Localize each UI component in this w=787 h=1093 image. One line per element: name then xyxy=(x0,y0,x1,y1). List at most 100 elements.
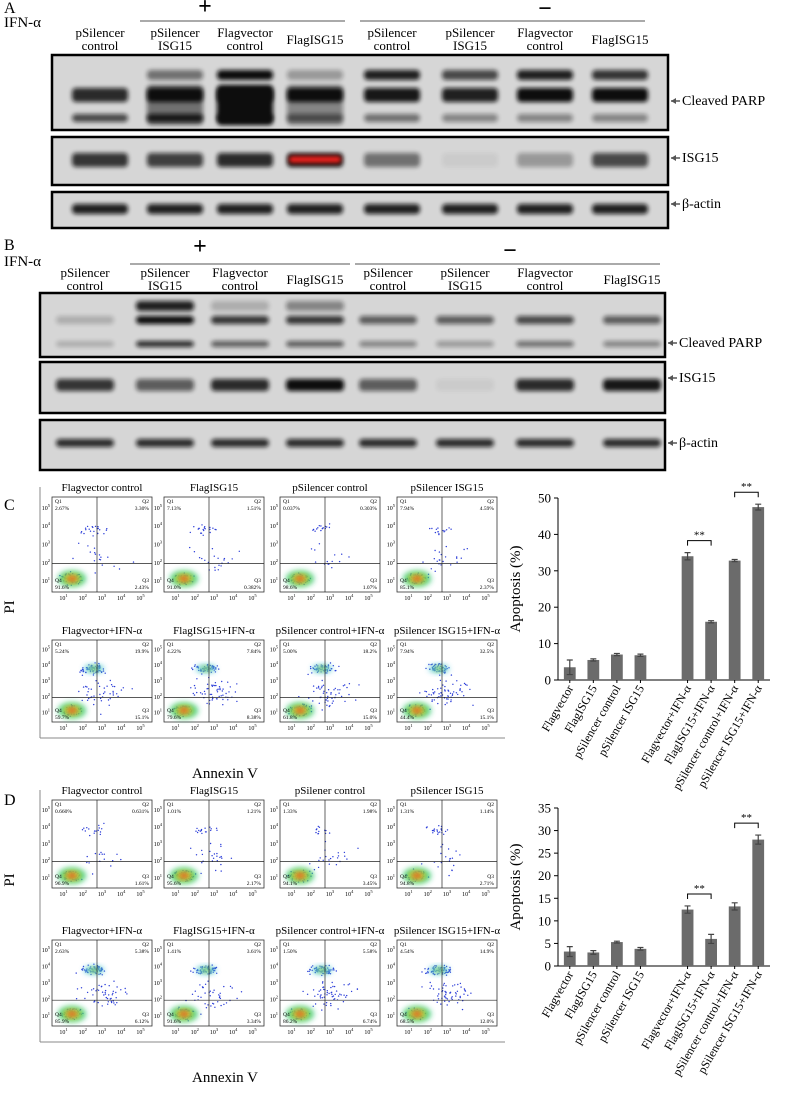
tick-exponent: 4 xyxy=(123,723,126,728)
lane-label-line: FlagISG15 xyxy=(591,32,648,47)
cell-dot xyxy=(105,993,106,994)
blot-band xyxy=(136,341,194,347)
y-tick-label: 40 xyxy=(538,527,551,542)
tick-exponent: 3 xyxy=(393,839,396,844)
cell-dot xyxy=(323,1003,324,1004)
cell-dot xyxy=(99,559,100,560)
cell-dot xyxy=(222,688,223,689)
cell-dot xyxy=(431,694,432,695)
cell-dot xyxy=(218,569,219,570)
blot-band xyxy=(136,439,194,447)
flow-y-tick-label: 103 xyxy=(387,540,396,549)
cell-dot xyxy=(204,693,205,694)
cell-dot xyxy=(90,974,91,975)
flow-title: pSilencer ISG15+IFN-α xyxy=(394,925,501,937)
quadrant-percent: 95.6% xyxy=(167,881,182,887)
cell-dot xyxy=(194,685,195,686)
cell-dot xyxy=(107,998,108,999)
cell-dot xyxy=(426,696,427,697)
cell-dot xyxy=(332,996,333,997)
cell-dot xyxy=(99,827,100,828)
cell-dot xyxy=(309,971,310,972)
cell-dot xyxy=(331,698,332,699)
cell-dot xyxy=(113,692,114,693)
blot-band xyxy=(136,301,194,311)
cell-dot xyxy=(94,548,95,549)
density-hotspot xyxy=(67,873,77,879)
cell-dot xyxy=(435,571,436,572)
blot-band xyxy=(592,88,648,102)
blot-band xyxy=(516,341,574,347)
cell-dot xyxy=(239,551,240,552)
band-arrowhead xyxy=(671,98,676,104)
flow-x-label: Annexin V xyxy=(192,1070,258,1086)
cell-dot xyxy=(327,561,328,562)
tick-exponent: 5 xyxy=(160,945,163,950)
cell-dot xyxy=(212,548,213,549)
cell-dot xyxy=(78,543,79,544)
quadrant-name: Q1 xyxy=(283,802,290,808)
cell-dot xyxy=(457,984,458,985)
cell-dot xyxy=(351,991,352,992)
cell-dot xyxy=(98,825,99,826)
blot-band xyxy=(603,439,661,447)
blot-band xyxy=(359,316,417,324)
tick-exponent: 5 xyxy=(487,889,490,894)
cell-dot xyxy=(320,530,321,531)
cell-dot xyxy=(112,860,113,861)
cell-dot xyxy=(344,856,345,857)
cell-dot xyxy=(93,674,94,675)
cell-dot xyxy=(104,687,105,688)
tick-exponent: 3 xyxy=(104,1027,107,1032)
flow-y-tick-label: 105 xyxy=(270,503,279,512)
cell-dot xyxy=(217,691,218,692)
cell-dot xyxy=(421,986,422,987)
flow-y-tick-label: 102 xyxy=(42,692,50,701)
cell-dot xyxy=(85,830,86,831)
cell-dot xyxy=(195,831,196,832)
cell-dot xyxy=(209,527,210,528)
tick-exponent: 3 xyxy=(160,839,163,844)
cell-dot xyxy=(92,527,93,528)
cell-dot xyxy=(444,983,445,984)
cell-dot xyxy=(104,984,105,985)
cell-dot xyxy=(332,982,333,983)
quadrant-percent: 3.34% xyxy=(247,1019,262,1025)
quadrant-percent: 12.0% xyxy=(480,1019,495,1025)
quadrant-percent: 7.94% xyxy=(400,649,415,655)
cell-dot xyxy=(349,983,350,984)
quadrant-name: Q4 xyxy=(167,874,174,880)
flow-x-tick-label: 104 xyxy=(345,593,354,602)
tick-exponent: 3 xyxy=(48,978,51,983)
cell-dot xyxy=(431,528,432,529)
lane-label: Flagvectorcontrol xyxy=(212,265,268,293)
quadrant-name: Q1 xyxy=(167,642,174,648)
cell-dot xyxy=(92,994,93,995)
tick-exponent: 3 xyxy=(393,540,396,545)
tick-exponent: 5 xyxy=(160,805,163,810)
bar xyxy=(752,840,764,966)
flow-x-tick-label: 104 xyxy=(462,723,471,732)
quadrant-percent: 0.382% xyxy=(244,585,261,591)
y-tick-label: 20 xyxy=(538,600,551,615)
cell-dot xyxy=(319,703,320,704)
cell-dot xyxy=(216,856,217,857)
flow-title: FlagISG15+IFN-α xyxy=(173,925,255,937)
flow-title: Flagvector control xyxy=(62,482,143,494)
cell-dot xyxy=(81,670,82,671)
flow-y-tick-label: 105 xyxy=(154,805,163,814)
quadrant-percent: 0.631% xyxy=(132,809,149,815)
cell-dot xyxy=(93,531,94,532)
quadrant-name: Q4 xyxy=(283,708,290,714)
cell-dot xyxy=(326,692,327,693)
cell-dot xyxy=(89,835,90,836)
tick-exponent: 4 xyxy=(351,1027,354,1032)
flow-x-tick-label: 101 xyxy=(404,723,412,732)
tick-exponent: 1 xyxy=(293,723,295,728)
cell-dot xyxy=(433,988,434,989)
lane-label: FlagISG15 xyxy=(603,272,660,287)
cell-dot xyxy=(312,965,313,966)
plus-sign: + xyxy=(193,234,207,260)
quadrant-percent: 2.43% xyxy=(135,585,150,591)
density-hotspot xyxy=(89,968,99,973)
